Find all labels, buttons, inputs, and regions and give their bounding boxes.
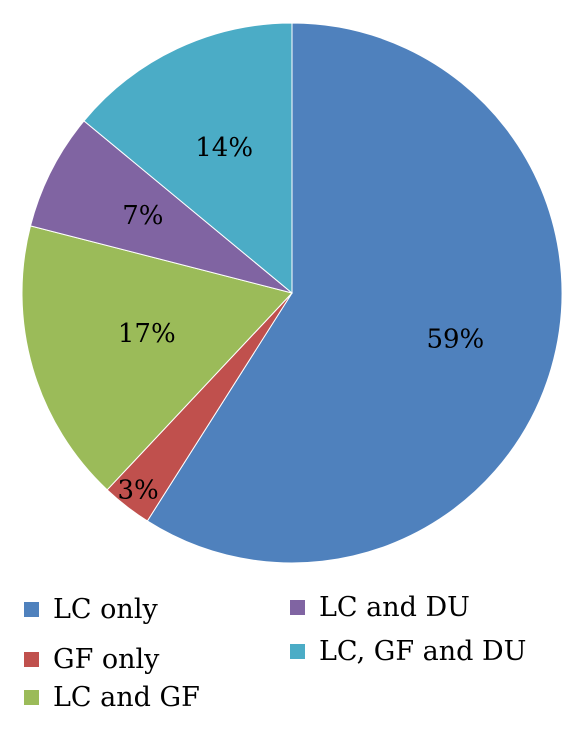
data-label-gf-only: 3% <box>117 475 158 505</box>
pie-slice-lc-gf-and-du <box>83 22 293 295</box>
pie-slices <box>21 22 563 564</box>
pie-slice-lc-and-du <box>29 120 293 294</box>
data-label-lc-and-du: 7% <box>122 201 163 231</box>
data-label-lc-gf-and-du: 14% <box>195 133 253 163</box>
data-label-lc-and-gf: 17% <box>118 319 176 349</box>
pie-labels: 59% 3% 17% 7% 14% <box>117 133 484 506</box>
pie-slice-lc-and-gf <box>21 225 293 491</box>
pie-slice-lc-only <box>146 22 563 564</box>
data-label-lc-only: 59% <box>426 324 484 354</box>
